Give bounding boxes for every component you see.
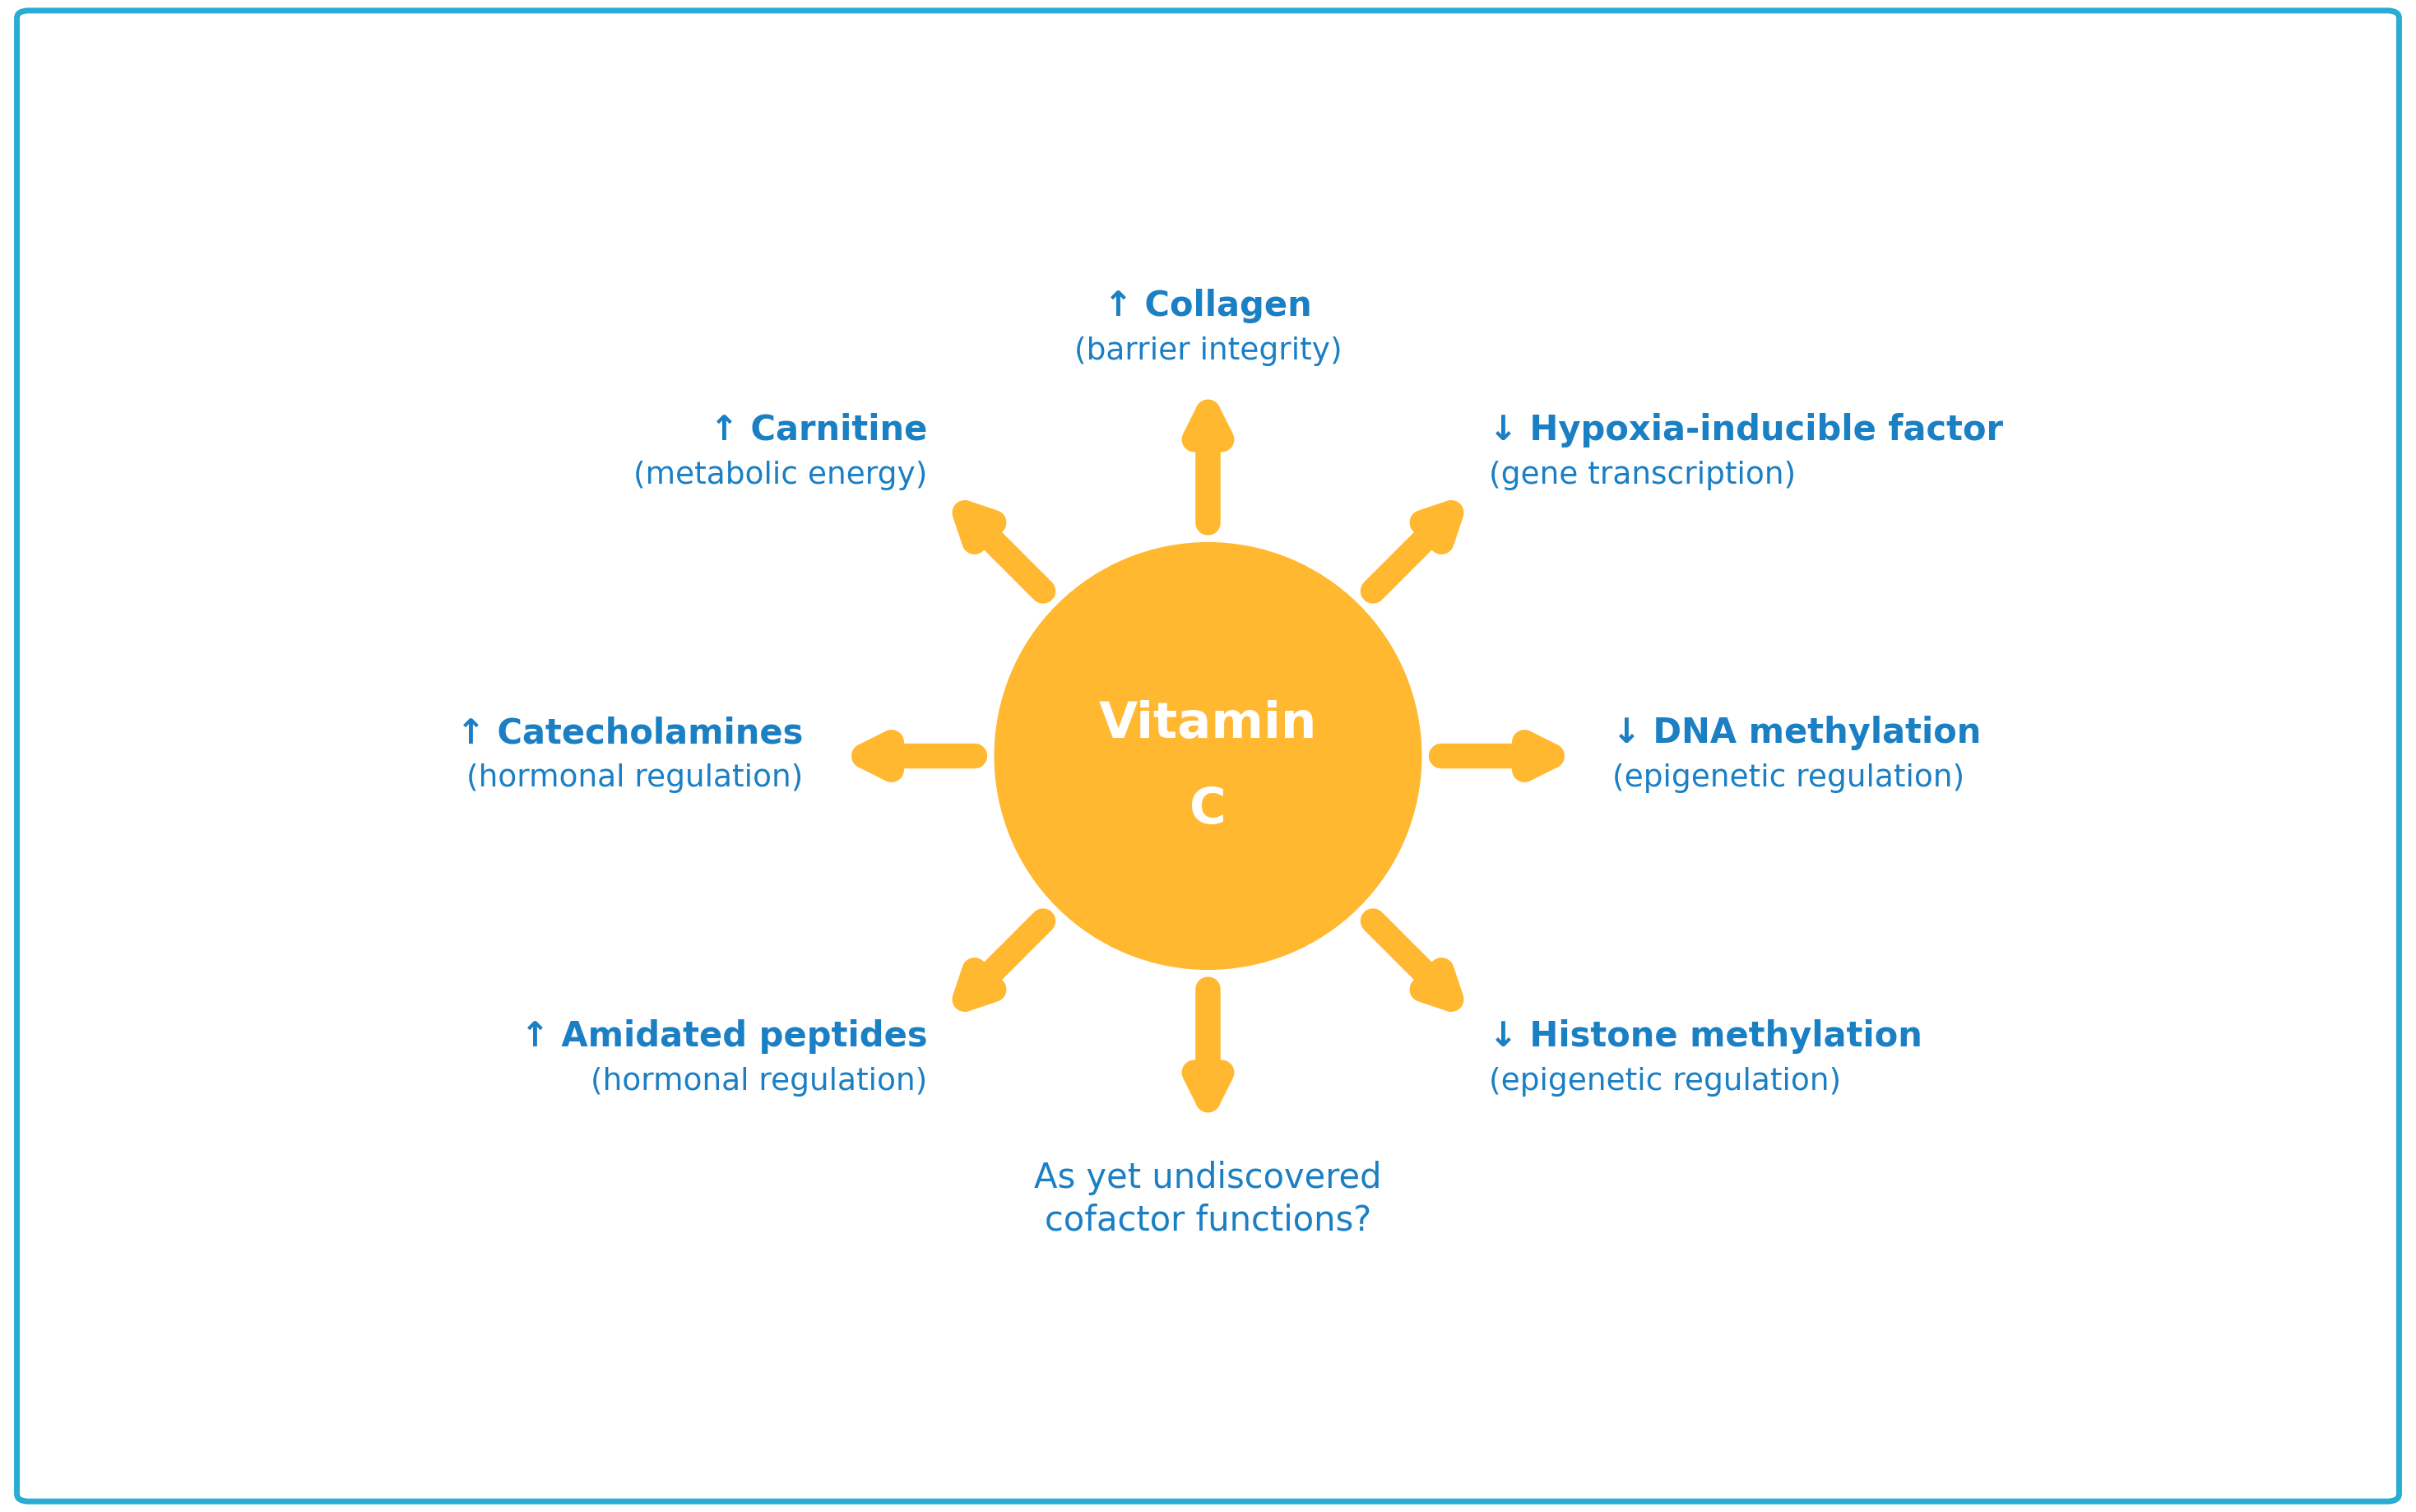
Text: ↓ Histone methylation: ↓ Histone methylation xyxy=(1488,1019,1923,1054)
Text: (hormonal regulation): (hormonal regulation) xyxy=(466,764,805,794)
Text: ↑ Carnitine: ↑ Carnitine xyxy=(710,413,928,448)
Text: ↓ Hypoxia-inducible factor: ↓ Hypoxia-inducible factor xyxy=(1488,413,2003,448)
Text: (gene transcription): (gene transcription) xyxy=(1488,461,1795,490)
Text: (epigenetic regulation): (epigenetic regulation) xyxy=(1488,1067,1841,1096)
Text: As yet undiscovered
cofactor functions?: As yet undiscovered cofactor functions? xyxy=(1034,1161,1382,1238)
Text: ↑ Collagen: ↑ Collagen xyxy=(1104,289,1312,324)
Text: (epigenetic regulation): (epigenetic regulation) xyxy=(1611,764,1964,794)
Text: (barrier integrity): (barrier integrity) xyxy=(1075,337,1341,366)
Text: ↑ Amidated peptides: ↑ Amidated peptides xyxy=(519,1019,928,1054)
Text: (hormonal regulation): (hormonal regulation) xyxy=(590,1067,928,1096)
Text: (metabolic energy): (metabolic energy) xyxy=(633,461,928,490)
Text: Vitamin: Vitamin xyxy=(1099,700,1317,748)
Text: C: C xyxy=(1189,785,1227,833)
Ellipse shape xyxy=(993,543,1423,969)
Text: ↑ Catecholamines: ↑ Catecholamines xyxy=(457,717,805,750)
Text: ↓ DNA methylation: ↓ DNA methylation xyxy=(1611,717,1981,750)
